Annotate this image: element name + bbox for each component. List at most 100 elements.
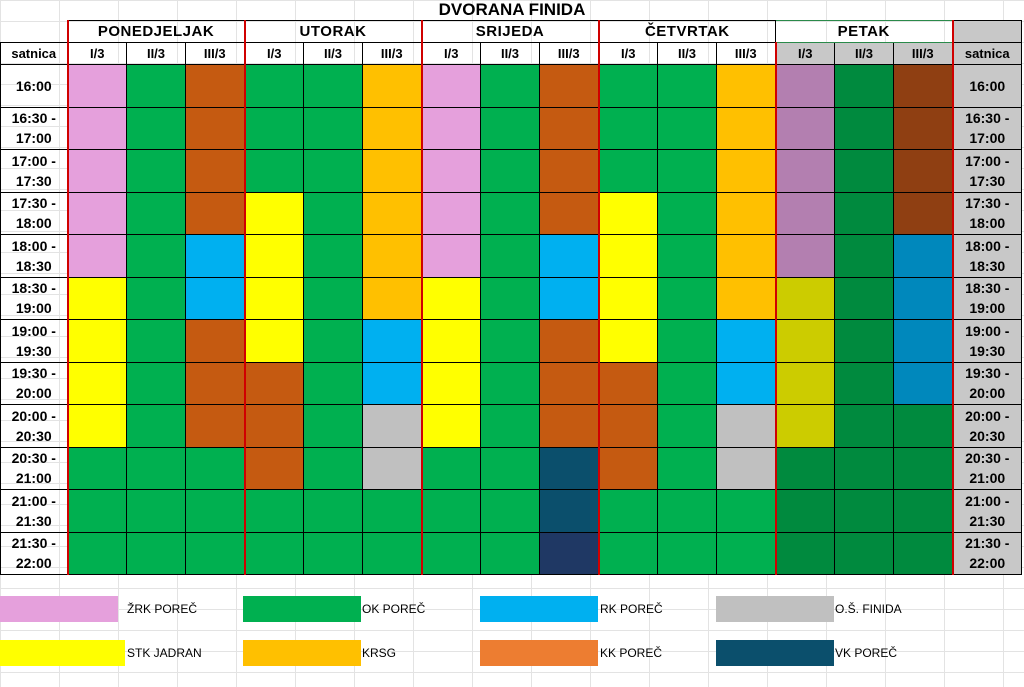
slot-utorak-2-ok[interactable] [303,106,363,150]
slot-srijeda-1-zrk[interactable] [420,191,481,235]
slot-ponedjeljak-2-ok[interactable] [126,531,186,575]
slot-ponedjeljak-2-ok[interactable] [126,319,186,363]
slot-utorak-2-ok[interactable] [303,276,363,320]
slot-cetvrtak-1-stk[interactable] [597,234,658,278]
slot-srijeda-1-stk[interactable] [420,361,481,405]
slot-utorak-2-ok[interactable] [303,361,363,405]
slot-srijeda-2-ok[interactable] [480,404,540,448]
slot-cetvrtak-3-ok[interactable] [716,489,776,533]
slot-ponedjeljak-3-kk[interactable] [185,64,245,108]
slot-petak-2-ok[interactable] [834,446,894,490]
slot-ponedjeljak-3-ok[interactable] [185,531,245,575]
slot-petak-1-ok[interactable] [774,531,835,575]
slot-cetvrtak-2-ok[interactable] [657,191,717,235]
slot-petak-2-ok[interactable] [834,149,894,193]
slot-srijeda-1-zrk[interactable] [420,106,481,150]
slot-petak-2-ok[interactable] [834,531,894,575]
slot-ponedjeljak-3-ok[interactable] [185,446,245,490]
slot-srijeda-1-ok[interactable] [420,531,481,575]
slot-ponedjeljak-2-ok[interactable] [126,404,186,448]
slot-ponedjeljak-3-kk[interactable] [185,319,245,363]
slot-petak-2-ok[interactable] [834,489,894,533]
slot-srijeda-2-ok[interactable] [480,446,540,490]
slot-petak-1-zrk[interactable] [774,234,835,278]
slot-cetvrtak-1-kk[interactable] [597,361,658,405]
slot-utorak-3-ok[interactable] [362,489,422,533]
slot-srijeda-2-ok[interactable] [480,489,540,533]
slot-utorak-1-kk[interactable] [243,404,304,448]
slot-petak-1-stk[interactable] [774,361,835,405]
slot-srijeda-2-ok[interactable] [480,149,540,193]
slot-petak-2-ok[interactable] [834,64,894,108]
slot-petak-3-kk[interactable] [893,64,953,108]
slot-ponedjeljak-2-ok[interactable] [126,106,186,150]
slot-utorak-2-ok[interactable] [303,531,363,575]
slot-srijeda-3-kk[interactable] [539,149,599,193]
slot-cetvrtak-2-ok[interactable] [657,404,717,448]
slot-cetvrtak-2-ok[interactable] [657,234,717,278]
slot-petak-2-ok[interactable] [834,276,894,320]
slot-utorak-1-ok[interactable] [243,531,304,575]
slot-ponedjeljak-1-stk[interactable] [66,319,127,363]
slot-srijeda-1-ok[interactable] [420,489,481,533]
slot-ponedjeljak-1-stk[interactable] [66,276,127,320]
slot-cetvrtak-3-krsg[interactable] [716,64,776,108]
slot-utorak-2-ok[interactable] [303,234,363,278]
slot-utorak-1-stk[interactable] [243,319,304,363]
slot-cetvrtak-3-krsg[interactable] [716,149,776,193]
slot-utorak-3-os[interactable] [362,404,422,448]
slot-ponedjeljak-1-zrk[interactable] [66,191,127,235]
slot-utorak-3-krsg[interactable] [362,106,422,150]
slot-utorak-1-stk[interactable] [243,234,304,278]
slot-cetvrtak-2-ok[interactable] [657,361,717,405]
slot-ponedjeljak-1-ok[interactable] [66,489,127,533]
slot-cetvrtak-1-ok[interactable] [597,489,658,533]
slot-ponedjeljak-2-ok[interactable] [126,276,186,320]
slot-cetvrtak-3-ok[interactable] [716,531,776,575]
slot-ponedjeljak-3-kk[interactable] [185,191,245,235]
slot-utorak-3-krsg[interactable] [362,64,422,108]
slot-utorak-2-ok[interactable] [303,191,363,235]
slot-cetvrtak-1-ok[interactable] [597,531,658,575]
slot-petak-3-ok[interactable] [893,531,953,575]
slot-petak-3-rk[interactable] [893,276,953,320]
slot-petak-1-stk[interactable] [774,276,835,320]
slot-ponedjeljak-1-stk[interactable] [66,361,127,405]
slot-srijeda-2-ok[interactable] [480,234,540,278]
slot-petak-3-rk[interactable] [893,361,953,405]
slot-petak-1-stk[interactable] [774,319,835,363]
slot-cetvrtak-1-ok[interactable] [597,106,658,150]
slot-petak-1-zrk[interactable] [774,149,835,193]
slot-cetvrtak-3-krsg[interactable] [716,234,776,278]
slot-srijeda-1-zrk[interactable] [420,234,481,278]
slot-ponedjeljak-3-ok[interactable] [185,489,245,533]
slot-cetvrtak-2-ok[interactable] [657,106,717,150]
slot-cetvrtak-1-ok[interactable] [597,64,658,108]
slot-cetvrtak-1-kk[interactable] [597,446,658,490]
slot-utorak-3-ok[interactable] [362,531,422,575]
slot-srijeda-3-rk[interactable] [539,276,599,320]
slot-cetvrtak-2-ok[interactable] [657,319,717,363]
slot-srijeda-3-vk[interactable] [539,489,599,533]
slot-petak-1-zrk[interactable] [774,191,835,235]
slot-srijeda-3-rk[interactable] [539,234,599,278]
slot-srijeda-3-kk[interactable] [539,319,599,363]
slot-ponedjeljak-2-ok[interactable] [126,489,186,533]
slot-ponedjeljak-1-zrk[interactable] [66,234,127,278]
slot-petak-2-ok[interactable] [834,191,894,235]
slot-cetvrtak-1-kk[interactable] [597,404,658,448]
slot-cetvrtak-2-ok[interactable] [657,446,717,490]
slot-srijeda-2-ok[interactable] [480,106,540,150]
slot-cetvrtak-1-stk[interactable] [597,276,658,320]
slot-petak-3-ok[interactable] [893,489,953,533]
slot-ponedjeljak-3-kk[interactable] [185,149,245,193]
slot-petak-2-ok[interactable] [834,234,894,278]
slot-srijeda-2-ok[interactable] [480,531,540,575]
slot-utorak-1-kk[interactable] [243,361,304,405]
slot-petak-3-ok[interactable] [893,446,953,490]
slot-srijeda-3-kk[interactable] [539,191,599,235]
slot-petak-3-rk[interactable] [893,319,953,363]
slot-srijeda-1-zrk[interactable] [420,64,481,108]
slot-cetvrtak-3-os[interactable] [716,404,776,448]
slot-utorak-2-ok[interactable] [303,404,363,448]
